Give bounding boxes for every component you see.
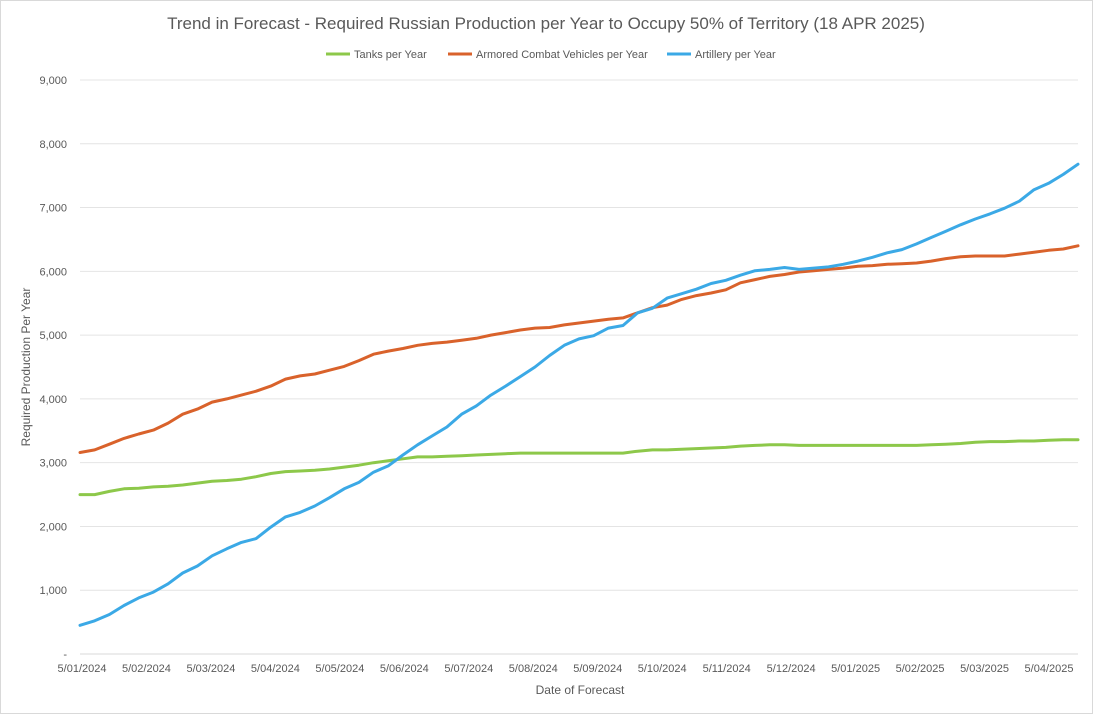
x-tick-label: 5/05/2024 (315, 663, 364, 675)
legend-label-artillery-per-year: Artillery per Year (695, 49, 776, 61)
legend-label-armored-combat-vehicles-per-year: Armored Combat Vehicles per Year (476, 49, 648, 61)
legend-label-tanks-per-year: Tanks per Year (354, 49, 427, 61)
y-tick-label: 6,000 (39, 266, 67, 278)
y-tick-label: 3,000 (39, 458, 67, 470)
y-tick-label: 9,000 (39, 75, 67, 87)
x-tick-label: 5/03/2025 (960, 663, 1009, 675)
x-tick-label: 5/08/2024 (509, 663, 558, 675)
y-tick-label: 5,000 (39, 330, 67, 342)
x-tick-label: 5/11/2024 (703, 663, 751, 675)
y-tick-label: 7,000 (39, 203, 67, 215)
x-tick-label: 5/12/2024 (767, 663, 816, 675)
x-tick-label: 5/02/2025 (896, 663, 945, 675)
x-tick-label: 5/04/2025 (1025, 663, 1074, 675)
x-tick-label: 5/07/2024 (444, 663, 493, 675)
x-tick-label: 5/04/2024 (251, 663, 300, 675)
x-tick-label: 5/03/2024 (186, 663, 235, 675)
x-tick-label: 5/02/2024 (122, 663, 171, 675)
y-tick-label: 8,000 (39, 139, 67, 151)
gridlines (80, 79, 1078, 591)
x-axis-label: Date of Forecast (536, 683, 625, 697)
legend: Tanks per Year Armored Combat Vehicles pe… (326, 49, 776, 61)
y-tick-label: 1,000 (39, 585, 67, 597)
y-tick-label: 4,000 (39, 394, 67, 406)
x-tick-label: 5/09/2024 (573, 663, 622, 675)
y-axis-tick-labels: - 1,000 2,000 3,000 4,000 5,000 6,000 7,000 8,00… (39, 75, 67, 661)
series-line-tanks-per-year (78, 438, 1080, 497)
x-axis-tick-labels: 5/01/2024 5/02/2024 5/03/2024 5/04/2024 5/05… (58, 663, 1074, 675)
x-tick-label: 5/01/2025 (831, 663, 880, 675)
y-tick-label: 2,000 (39, 521, 67, 533)
series-lines (78, 162, 1080, 627)
x-tick-label: 5/01/2024 (58, 663, 107, 675)
y-tick-label: - (63, 649, 67, 661)
series-line-artillery-per-year (78, 162, 1080, 627)
series-line-armored-combat-vehicles-per-year (78, 244, 1080, 454)
x-tick-label: 5/10/2024 (638, 663, 687, 675)
x-tick-label: 5/06/2024 (380, 663, 429, 675)
chart-title: Trend in Forecast - Required Russian Pro… (167, 14, 925, 33)
y-axis-label: Required Production Per Year (19, 288, 33, 447)
